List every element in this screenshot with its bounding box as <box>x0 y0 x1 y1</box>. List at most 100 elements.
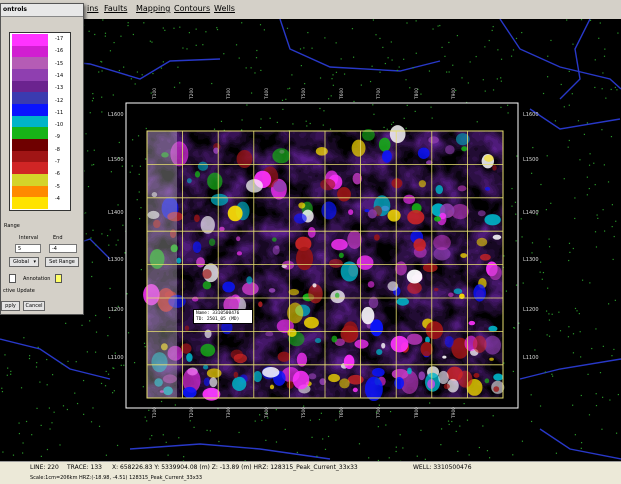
range-label: Range <box>4 223 20 229</box>
line-trace-grid <box>147 131 503 398</box>
global-select[interactable]: Global ▾ <box>9 257 39 267</box>
color-scale-tick: -5 <box>55 183 60 190</box>
survey-frame <box>125 102 519 409</box>
attribute-heatmap <box>143 125 505 402</box>
scale-bar: Scale:1cm=206km HRZ:(-18.98, -4.51) 1283… <box>0 474 621 484</box>
well-tooltip: Name: 3310500476 TD: 2501_05 (MD) <box>193 309 253 324</box>
color-swatch <box>12 115 48 128</box>
x-axis-label: T900 <box>452 87 458 100</box>
menu-bar: ins Faults Mapping Contours Wells <box>0 0 621 20</box>
apply-button[interactable]: pply <box>1 301 20 311</box>
color-scale-tick: -16 <box>55 48 64 55</box>
menu-item-0[interactable]: ins <box>87 4 99 13</box>
color-scale-tick: -8 <box>55 146 60 153</box>
color-scale-tick: -9 <box>55 134 60 141</box>
color-scale-tick: -12 <box>55 97 64 104</box>
x-axis-label: T500 <box>302 406 308 419</box>
y-axis-label: L1100 <box>108 355 124 361</box>
y-axis-label-right: L1200 <box>523 307 539 313</box>
color-swatch <box>12 185 48 198</box>
status-bar: LINE: 220 TRACE: 133 X: 658226.83 Y: 533… <box>0 461 621 475</box>
y-axis-label-right: L1100 <box>523 355 539 361</box>
color-swatch <box>12 45 48 58</box>
y-axis-label: L1300 <box>108 257 124 263</box>
x-axis-label: T200 <box>190 406 196 419</box>
color-swatch <box>12 69 48 82</box>
set-range-button[interactable]: Set Range <box>45 257 79 267</box>
x-axis-label: T900 <box>452 406 458 419</box>
interval-input[interactable]: 5 <box>15 244 41 253</box>
x-axis-label: T100 <box>153 406 159 419</box>
tooltip-td: TD: 2501_05 (MD) <box>196 317 240 322</box>
color-scale-tick: -6 <box>55 171 60 178</box>
color-swatch <box>12 34 48 47</box>
annotation-color-swatch[interactable] <box>55 274 62 283</box>
x-axis-label: T800 <box>415 406 421 419</box>
x-axis-label: T800 <box>415 87 421 100</box>
x-axis-label: T600 <box>340 87 346 100</box>
status-line: LINE: 220 <box>30 464 59 471</box>
y-axis-label: L1200 <box>108 307 124 313</box>
color-swatch <box>12 127 48 140</box>
color-swatch <box>12 162 48 175</box>
color-swatch <box>12 150 48 163</box>
menu-faults[interactable]: Faults <box>104 4 128 13</box>
color-scale-tick: -13 <box>55 85 64 92</box>
y-axis-label-right: L1400 <box>523 210 539 216</box>
panel-title: ontrols <box>3 6 27 13</box>
color-swatch <box>12 174 48 187</box>
x-axis-label: T100 <box>153 87 159 100</box>
survey-outline <box>146 130 504 399</box>
x-axis-label: T500 <box>302 87 308 100</box>
annotation-label: Annotation <box>23 276 51 282</box>
end-input[interactable]: -4 <box>49 244 77 253</box>
color-scale[interactable]: -17 -16 -15 -14 -13 -12 -11 -10 -9 -8 -7 -6 -5 -4 <box>9 32 71 211</box>
tooltip-name: Name: 3310500476 <box>196 311 240 316</box>
x-axis-label: T600 <box>340 406 346 419</box>
status-well: WELL: 3310500476 <box>413 464 472 471</box>
y-axis-label: L1500 <box>108 157 124 163</box>
y-axis-label: L1600 <box>108 112 124 118</box>
panel-titlebar[interactable]: ontrols <box>1 4 83 17</box>
map-canvas[interactable]: L1600 L1500 L1400 L1300 L1200 L1100 L160… <box>0 19 621 461</box>
x-axis-label: T400 <box>265 87 271 100</box>
x-axis-label: T700 <box>377 87 383 100</box>
checkbox-1[interactable] <box>9 274 16 283</box>
color-scale-tick: -15 <box>55 60 64 67</box>
active-update-label: ctive Update <box>3 288 35 294</box>
color-swatch <box>12 80 48 93</box>
y-axis-label-right: L1600 <box>523 112 539 118</box>
color-scale-tick: -11 <box>55 109 64 116</box>
global-select-value: Global <box>13 259 29 265</box>
menu-contours[interactable]: Contours <box>174 4 211 13</box>
x-axis-label: T700 <box>377 406 383 419</box>
color-scale-tick: -14 <box>55 72 64 79</box>
color-swatch <box>12 197 48 210</box>
color-swatch <box>12 92 48 105</box>
status-scale: Scale:1cm=206km HRZ:(-18.98, -4.51) 1283… <box>30 475 203 481</box>
color-swatch <box>12 57 48 70</box>
menu-mapping[interactable]: Mapping <box>136 4 171 13</box>
status-coords: X: 658226.83 Y: 5339904.08 (m) Z: -13.89… <box>112 464 358 471</box>
color-scale-tick: -4 <box>55 195 60 202</box>
color-scale-tick: -10 <box>55 122 64 129</box>
map-svg[interactable] <box>0 19 621 461</box>
x-axis-label: T300 <box>227 406 233 419</box>
color-scale-tick: -7 <box>55 159 60 165</box>
interval-label: Interval <box>19 235 39 241</box>
x-axis-label: T200 <box>190 87 196 100</box>
chevron-down-icon: ▾ <box>33 259 36 265</box>
cancel-button[interactable]: Cancel <box>23 301 45 311</box>
menu-wells[interactable]: Wells <box>214 4 235 13</box>
controls-panel: ontrols -17 -16 -15 -14 -13 -12 -11 -10 -9 -8 -7 -6… <box>0 3 84 315</box>
color-swatch <box>12 104 48 117</box>
y-axis-label: L1400 <box>108 210 124 216</box>
status-trace: TRACE: 133 <box>67 464 102 471</box>
end-label: End <box>53 235 63 241</box>
color-swatch <box>12 139 48 152</box>
y-axis-label-right: L1500 <box>523 157 539 163</box>
x-axis-label: T300 <box>227 87 233 100</box>
y-axis-label-right: L1300 <box>523 257 539 263</box>
x-axis-label: T400 <box>265 406 271 419</box>
color-scale-tick: -17 <box>55 36 64 42</box>
